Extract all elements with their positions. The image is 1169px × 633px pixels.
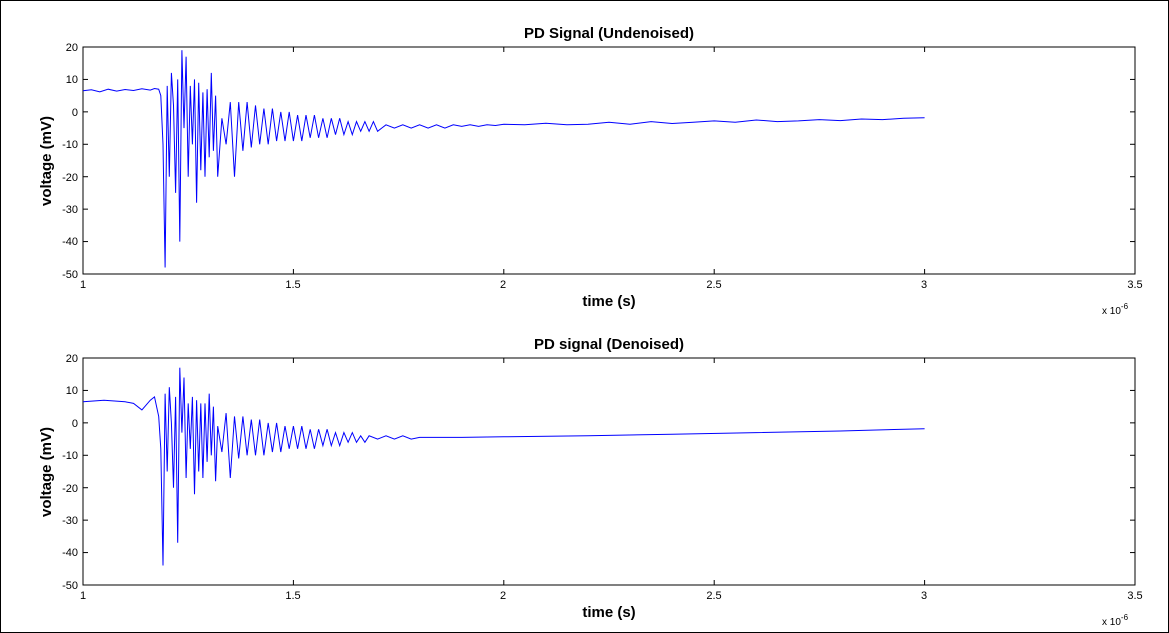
x-multiplier-base: x 10 bbox=[1102, 306, 1121, 317]
plot-area bbox=[82, 46, 1136, 275]
x-tick-label: 3 bbox=[921, 279, 927, 291]
y-tick-label: 0 bbox=[72, 418, 78, 430]
x-multiplier-base: x 10 bbox=[1102, 617, 1121, 628]
y-tick-label: 10 bbox=[66, 74, 78, 86]
x-tick-label: 3 bbox=[921, 590, 927, 602]
y-tick-label: -30 bbox=[62, 515, 78, 527]
x-multiplier-exponent: -6 bbox=[1121, 613, 1129, 622]
y-tick-label: -10 bbox=[62, 450, 78, 462]
y-tick-labels: 20 10 0 -10 -20 -30 -40 -50 bbox=[62, 353, 78, 592]
x-tick-label: 3.5 bbox=[1127, 590, 1142, 602]
y-axis-label: voltage (mV) bbox=[38, 116, 55, 206]
x-multiplier: x 10-6 bbox=[1102, 302, 1129, 317]
axis-ticks bbox=[82, 46, 1136, 275]
subplot-denoised: PD signal (Denoised) 1 1.5 2 2.5 3 3.5 2… bbox=[38, 336, 1143, 628]
y-tick-label: -20 bbox=[62, 172, 78, 184]
x-tick-label: 2 bbox=[500, 279, 506, 291]
x-tick-label: 1 bbox=[80, 279, 86, 291]
y-tick-label: -50 bbox=[62, 580, 78, 592]
x-tick-label: 1.5 bbox=[285, 279, 300, 291]
y-tick-label: -50 bbox=[62, 269, 78, 281]
x-axis-label: time (s) bbox=[582, 293, 635, 310]
series-line bbox=[82, 367, 925, 566]
x-tick-label: 2.5 bbox=[706, 279, 721, 291]
y-tick-label: 10 bbox=[66, 385, 78, 397]
y-tick-labels: 20 10 0 -10 -20 -30 -40 -50 bbox=[62, 42, 78, 281]
axis-ticks bbox=[82, 357, 1136, 586]
x-tick-label: 1 bbox=[80, 590, 86, 602]
y-axis-label: voltage (mV) bbox=[38, 427, 55, 517]
x-tick-label: 2.5 bbox=[706, 590, 721, 602]
x-tick-label: 2 bbox=[500, 590, 506, 602]
x-multiplier-exponent: -6 bbox=[1121, 302, 1129, 311]
y-tick-label: -10 bbox=[62, 139, 78, 151]
x-multiplier: x 10-6 bbox=[1102, 613, 1129, 628]
y-tick-label: -20 bbox=[62, 483, 78, 495]
x-tick-label: 1.5 bbox=[285, 590, 300, 602]
series-line bbox=[82, 50, 925, 268]
x-axis-label: time (s) bbox=[582, 604, 635, 621]
plot-area bbox=[82, 357, 1136, 586]
y-tick-label: -40 bbox=[62, 547, 78, 559]
x-tick-labels: 1 1.5 2 2.5 3 3.5 bbox=[80, 590, 1143, 602]
chart-title: PD signal (Denoised) bbox=[534, 336, 684, 353]
y-tick-label: -40 bbox=[62, 236, 78, 248]
y-tick-label: 20 bbox=[66, 42, 78, 54]
x-tick-labels: 1 1.5 2 2.5 3 3.5 bbox=[80, 279, 1143, 291]
y-tick-label: -30 bbox=[62, 204, 78, 216]
y-tick-label: 20 bbox=[66, 353, 78, 365]
subplot-undenoised: PD Signal (Undenoised) 1 1.5 2 2.5 3 3.5… bbox=[38, 25, 1143, 317]
x-tick-label: 3.5 bbox=[1127, 279, 1142, 291]
chart-title: PD Signal (Undenoised) bbox=[524, 25, 694, 42]
y-tick-label: 0 bbox=[72, 107, 78, 119]
